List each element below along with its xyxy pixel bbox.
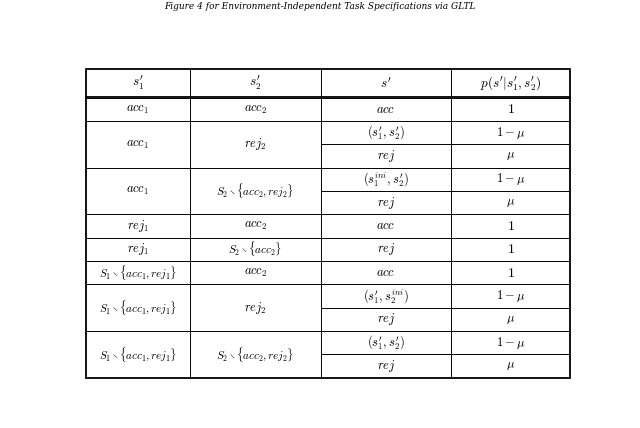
Bar bbox=[86, 121, 190, 167]
Bar bbox=[190, 331, 321, 377]
Bar bbox=[86, 214, 190, 238]
Bar bbox=[451, 167, 570, 191]
Text: $S_2\setminus\{acc_2,rej_2\}$: $S_2\setminus\{acc_2,rej_2\}$ bbox=[216, 345, 294, 363]
Text: $S_1\setminus\{acc_1,rej_1\}$: $S_1\setminus\{acc_1,rej_1\}$ bbox=[99, 345, 177, 363]
Bar bbox=[86, 69, 190, 98]
Text: $acc$: $acc$ bbox=[376, 103, 396, 116]
Bar bbox=[86, 284, 190, 331]
Text: $1-\mu$: $1-\mu$ bbox=[496, 171, 525, 187]
Text: $1$: $1$ bbox=[507, 242, 515, 256]
Text: $acc_2$: $acc_2$ bbox=[244, 220, 267, 232]
Text: $rej_2$: $rej_2$ bbox=[244, 300, 267, 315]
Text: $S_2\setminus\{acc_2,rej_2\}$: $S_2\setminus\{acc_2,rej_2\}$ bbox=[216, 181, 294, 200]
Bar bbox=[190, 167, 321, 214]
Text: $S_1\setminus\{acc_1,rej_1\}$: $S_1\setminus\{acc_1,rej_1\}$ bbox=[99, 263, 177, 282]
Text: $S_1\setminus\{acc_1,rej_1\}$: $S_1\setminus\{acc_1,rej_1\}$ bbox=[99, 298, 177, 317]
Bar bbox=[190, 98, 321, 121]
Text: $1-\mu$: $1-\mu$ bbox=[496, 335, 525, 351]
Bar bbox=[451, 69, 570, 98]
Text: $acc$: $acc$ bbox=[376, 220, 396, 232]
Bar bbox=[321, 167, 451, 191]
Bar bbox=[451, 214, 570, 238]
Bar bbox=[190, 121, 321, 167]
Bar bbox=[451, 308, 570, 331]
Text: $1$: $1$ bbox=[507, 219, 515, 233]
Bar bbox=[321, 69, 451, 98]
Bar bbox=[86, 238, 190, 261]
Text: $(s_1^{\prime},s_2^{\prime})$: $(s_1^{\prime},s_2^{\prime})$ bbox=[367, 334, 405, 351]
Text: $acc_1$: $acc_1$ bbox=[127, 184, 150, 197]
Bar bbox=[451, 191, 570, 214]
Bar bbox=[86, 331, 190, 377]
Text: $rej$: $rej$ bbox=[377, 148, 396, 164]
Bar bbox=[321, 308, 451, 331]
Text: $rej$: $rej$ bbox=[377, 195, 396, 211]
Text: $1-\mu$: $1-\mu$ bbox=[496, 288, 525, 304]
Bar bbox=[321, 121, 451, 144]
Bar bbox=[321, 144, 451, 167]
Text: $1-\mu$: $1-\mu$ bbox=[496, 125, 525, 140]
Bar bbox=[451, 354, 570, 377]
Bar bbox=[321, 191, 451, 214]
Text: $1$: $1$ bbox=[507, 266, 515, 279]
Bar bbox=[451, 238, 570, 261]
Bar bbox=[321, 98, 451, 121]
Text: $s_1^{\prime}$: $s_1^{\prime}$ bbox=[132, 74, 144, 92]
Text: $1$: $1$ bbox=[507, 102, 515, 116]
Bar bbox=[451, 98, 570, 121]
Bar bbox=[451, 261, 570, 284]
Bar bbox=[86, 261, 190, 284]
Text: $acc_1$: $acc_1$ bbox=[127, 138, 150, 151]
Bar bbox=[451, 284, 570, 308]
Text: $rej_1$: $rej_1$ bbox=[127, 218, 149, 234]
Bar bbox=[321, 354, 451, 377]
Bar bbox=[190, 261, 321, 284]
Text: $p(s^{\prime}|s_1^{\prime},s_2^{\prime})$: $p(s^{\prime}|s_1^{\prime},s_2^{\prime})… bbox=[480, 74, 541, 92]
Text: $\mu$: $\mu$ bbox=[506, 313, 515, 326]
Text: $acc_2$: $acc_2$ bbox=[244, 266, 267, 279]
Text: $(s_1^{ini},s_2^{\prime})$: $(s_1^{ini},s_2^{\prime})$ bbox=[363, 170, 409, 188]
Text: $s_2^{\prime}$: $s_2^{\prime}$ bbox=[249, 74, 262, 92]
Text: $rej$: $rej$ bbox=[377, 241, 396, 257]
Text: $\mu$: $\mu$ bbox=[506, 360, 515, 372]
Bar bbox=[321, 261, 451, 284]
Bar bbox=[321, 284, 451, 308]
Text: $acc_2$: $acc_2$ bbox=[244, 103, 267, 116]
Bar bbox=[321, 238, 451, 261]
Text: $acc$: $acc$ bbox=[376, 266, 396, 279]
Text: $S_2\setminus\{acc_2\}$: $S_2\setminus\{acc_2\}$ bbox=[228, 240, 282, 259]
Bar bbox=[190, 214, 321, 238]
Text: $acc_1$: $acc_1$ bbox=[127, 103, 150, 116]
Text: $rej_1$: $rej_1$ bbox=[127, 241, 149, 257]
Text: $rej$: $rej$ bbox=[377, 311, 396, 327]
Bar bbox=[451, 331, 570, 354]
Text: $\mu$: $\mu$ bbox=[506, 196, 515, 209]
Text: Figure 4 for Environment-Independent Task Specifications via GLTL: Figure 4 for Environment-Independent Tas… bbox=[164, 2, 476, 11]
Text: $rej$: $rej$ bbox=[377, 358, 396, 374]
Bar bbox=[190, 284, 321, 331]
Bar bbox=[321, 214, 451, 238]
Bar bbox=[190, 69, 321, 98]
Text: $(s_1^{\prime},s_2^{ini})$: $(s_1^{\prime},s_2^{ini})$ bbox=[363, 287, 409, 305]
Text: $s^{\prime}$: $s^{\prime}$ bbox=[380, 76, 392, 91]
Bar bbox=[451, 121, 570, 144]
Bar bbox=[190, 238, 321, 261]
Bar bbox=[451, 144, 570, 167]
Bar bbox=[86, 98, 190, 121]
Text: $(s_1^{\prime},s_2^{\prime})$: $(s_1^{\prime},s_2^{\prime})$ bbox=[367, 124, 405, 141]
Text: $\mu$: $\mu$ bbox=[506, 149, 515, 162]
Text: $rej_2$: $rej_2$ bbox=[244, 136, 267, 152]
Bar bbox=[321, 331, 451, 354]
Bar bbox=[86, 167, 190, 214]
